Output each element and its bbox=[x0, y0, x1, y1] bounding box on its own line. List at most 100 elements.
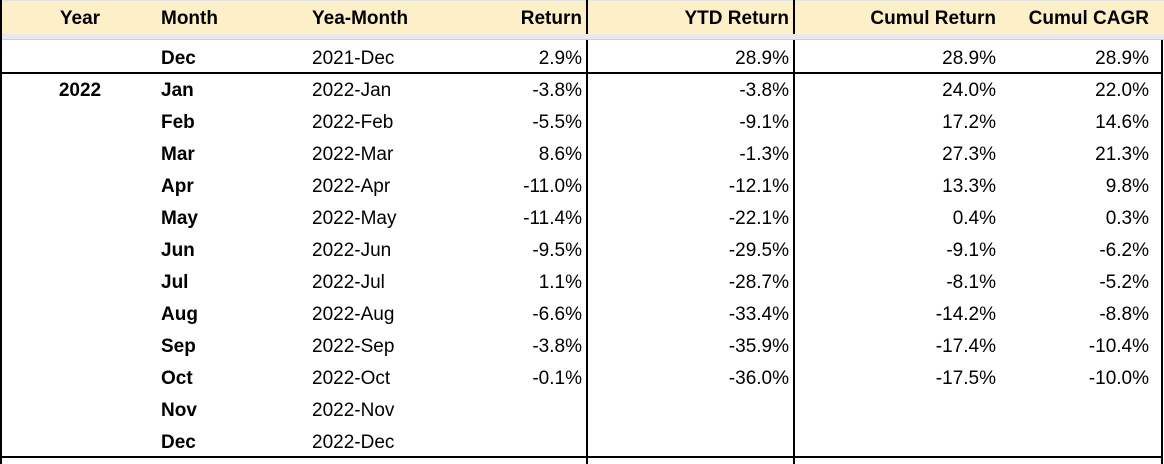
cell-year[interactable]: 2022 bbox=[58, 80, 102, 101]
cell-month[interactable]: Dec bbox=[161, 432, 196, 453]
cell-cumul-return[interactable]: 17.2% bbox=[942, 112, 996, 133]
cell-ytd-return[interactable]: -33.4% bbox=[728, 304, 789, 325]
cell-month[interactable]: Oct bbox=[161, 368, 193, 389]
cell-return[interactable]: -3.8% bbox=[532, 336, 582, 357]
cell-cumul-cagr[interactable]: 21.3% bbox=[1095, 144, 1149, 165]
cell-return[interactable]: 2.9% bbox=[538, 48, 582, 69]
cell-year-month[interactable]: 2022-Apr bbox=[312, 176, 391, 197]
table-row: 2022 Jan 2022-Jan -3.8% -3.8% 24.0% 22.0% bbox=[0, 74, 1164, 106]
cell-year[interactable] bbox=[0, 426, 160, 458]
cell-ytd-return[interactable]: -12.1% bbox=[728, 176, 789, 197]
cell-cumul-cagr[interactable]: -6.2% bbox=[1099, 240, 1149, 261]
cell-return[interactable]: -5.5% bbox=[532, 112, 582, 133]
cell-cumul-cagr[interactable]: -10.4% bbox=[1088, 336, 1149, 357]
cell-year-month[interactable]: 2022-May bbox=[312, 208, 397, 229]
cell-cumul-cagr[interactable] bbox=[1000, 426, 1149, 458]
cell-year-month[interactable]: 2022-Sep bbox=[312, 336, 395, 357]
cell-ytd-return[interactable]: -22.1% bbox=[728, 208, 789, 229]
cell-cumul-return[interactable]: 27.3% bbox=[942, 144, 996, 165]
cell-month[interactable]: Nov bbox=[161, 400, 197, 421]
cell-return[interactable]: 1.1% bbox=[538, 272, 582, 293]
cell-year[interactable] bbox=[0, 138, 160, 170]
cell-ytd-return[interactable] bbox=[620, 426, 789, 458]
cell-return[interactable] bbox=[470, 426, 582, 458]
header-return[interactable]: Return bbox=[520, 8, 582, 29]
cell-return[interactable]: -3.8% bbox=[532, 80, 582, 101]
cell-cumul-cagr[interactable]: -8.8% bbox=[1099, 304, 1149, 325]
cell-year[interactable] bbox=[0, 42, 160, 74]
cell-return[interactable]: -6.6% bbox=[532, 304, 582, 325]
cell-year[interactable] bbox=[0, 234, 160, 266]
cell-cumul-cagr[interactable]: 14.6% bbox=[1095, 112, 1149, 133]
cell-cumul-cagr[interactable]: -5.2% bbox=[1099, 272, 1149, 293]
cell-year[interactable] bbox=[0, 106, 160, 138]
cell-year[interactable] bbox=[0, 170, 160, 202]
cell-year-month[interactable]: 2022-Nov bbox=[312, 400, 395, 421]
cell-month[interactable]: Sep bbox=[161, 336, 196, 357]
cell-return[interactable]: -11.4% bbox=[523, 208, 582, 229]
cell-cumul-cagr[interactable]: 9.8% bbox=[1105, 176, 1149, 197]
header-cumul-return[interactable]: Cumul Return bbox=[870, 8, 996, 29]
cell-cumul-return[interactable]: -9.1% bbox=[946, 240, 996, 261]
cell-year-month[interactable]: 2022-Aug bbox=[312, 304, 395, 325]
cell-cumul-cagr[interactable]: 28.9% bbox=[1095, 48, 1149, 69]
cell-cumul-cagr[interactable]: -10.0% bbox=[1088, 368, 1149, 389]
frozen-rows-divider[interactable] bbox=[0, 34, 1164, 40]
cell-ytd-return[interactable]: -36.0% bbox=[728, 368, 789, 389]
cell-cumul-cagr[interactable] bbox=[1000, 394, 1149, 426]
cell-ytd-return[interactable]: -1.3% bbox=[739, 144, 789, 165]
cell-cumul-return[interactable] bbox=[800, 394, 996, 426]
cell-year[interactable] bbox=[0, 266, 160, 298]
cell-cumul-return[interactable]: -14.2% bbox=[935, 304, 996, 325]
cell-cumul-return[interactable] bbox=[800, 426, 996, 458]
cell-cumul-return[interactable]: 13.3% bbox=[942, 176, 996, 197]
cell-year-month[interactable]: 2021-Dec bbox=[312, 48, 395, 69]
cell-month[interactable]: Dec bbox=[161, 48, 196, 69]
header-year[interactable]: Year bbox=[59, 8, 101, 29]
cell-cumul-cagr[interactable]: 0.3% bbox=[1105, 208, 1149, 229]
cell-year-month[interactable]: 2022-Jan bbox=[312, 80, 392, 101]
cell-cumul-cagr[interactable]: 22.0% bbox=[1095, 80, 1149, 101]
cell-return[interactable]: -0.1% bbox=[532, 368, 582, 389]
cell-ytd-return[interactable]: -9.1% bbox=[739, 112, 789, 133]
cell-year-month[interactable]: 2022-Mar bbox=[312, 144, 394, 165]
cell-return[interactable] bbox=[470, 394, 582, 426]
header-year-month[interactable]: Yea-Month bbox=[312, 8, 409, 29]
header-ytd-return[interactable]: YTD Return bbox=[684, 8, 790, 29]
cell-month[interactable]: Aug bbox=[161, 304, 198, 325]
cell-month[interactable]: May bbox=[161, 208, 198, 229]
cell-year[interactable] bbox=[0, 362, 160, 394]
cell-year-month[interactable]: 2022-Jun bbox=[312, 240, 392, 261]
cell-cumul-return[interactable]: 24.0% bbox=[942, 80, 996, 101]
header-cumul-cagr[interactable]: Cumul CAGR bbox=[1028, 8, 1149, 29]
cell-ytd-return[interactable]: -35.9% bbox=[728, 336, 789, 357]
cell-cumul-return[interactable]: -8.1% bbox=[946, 272, 996, 293]
cell-cumul-return[interactable]: 28.9% bbox=[942, 48, 996, 69]
cell-ytd-return[interactable]: 28.9% bbox=[735, 48, 789, 69]
cell-year[interactable] bbox=[0, 202, 160, 234]
cell-return[interactable]: 8.6% bbox=[538, 144, 582, 165]
cell-year-month[interactable]: 2022-Oct bbox=[312, 368, 391, 389]
cell-return[interactable]: -9.5% bbox=[532, 240, 582, 261]
cell-return[interactable]: -11.0% bbox=[523, 176, 582, 197]
cell-ytd-return[interactable]: -3.8% bbox=[739, 80, 789, 101]
cell-month[interactable]: Feb bbox=[161, 112, 195, 133]
cell-ytd-return[interactable] bbox=[620, 394, 789, 426]
cell-year-month[interactable]: 2022-Jul bbox=[312, 272, 385, 293]
cell-year[interactable] bbox=[0, 298, 160, 330]
cell-cumul-return[interactable]: -17.5% bbox=[935, 368, 996, 389]
cell-cumul-return[interactable]: 0.4% bbox=[952, 208, 996, 229]
cell-month[interactable]: Mar bbox=[161, 144, 195, 165]
cell-ytd-return[interactable]: -28.7% bbox=[728, 272, 789, 293]
cell-ytd-return[interactable]: -29.5% bbox=[728, 240, 789, 261]
cell-year[interactable] bbox=[0, 394, 160, 426]
cell-year[interactable] bbox=[0, 330, 160, 362]
cell-month[interactable]: Jan bbox=[161, 80, 194, 101]
cell-year-month[interactable]: 2022-Dec bbox=[312, 432, 395, 453]
cell-cumul-return[interactable]: -17.4% bbox=[935, 336, 996, 357]
cell-month[interactable]: Jun bbox=[161, 240, 195, 261]
header-month[interactable]: Month bbox=[161, 8, 218, 29]
cell-month[interactable]: Jul bbox=[161, 272, 189, 293]
cell-year-month[interactable]: 2022-Feb bbox=[312, 112, 394, 133]
cell-month[interactable]: Apr bbox=[161, 176, 194, 197]
